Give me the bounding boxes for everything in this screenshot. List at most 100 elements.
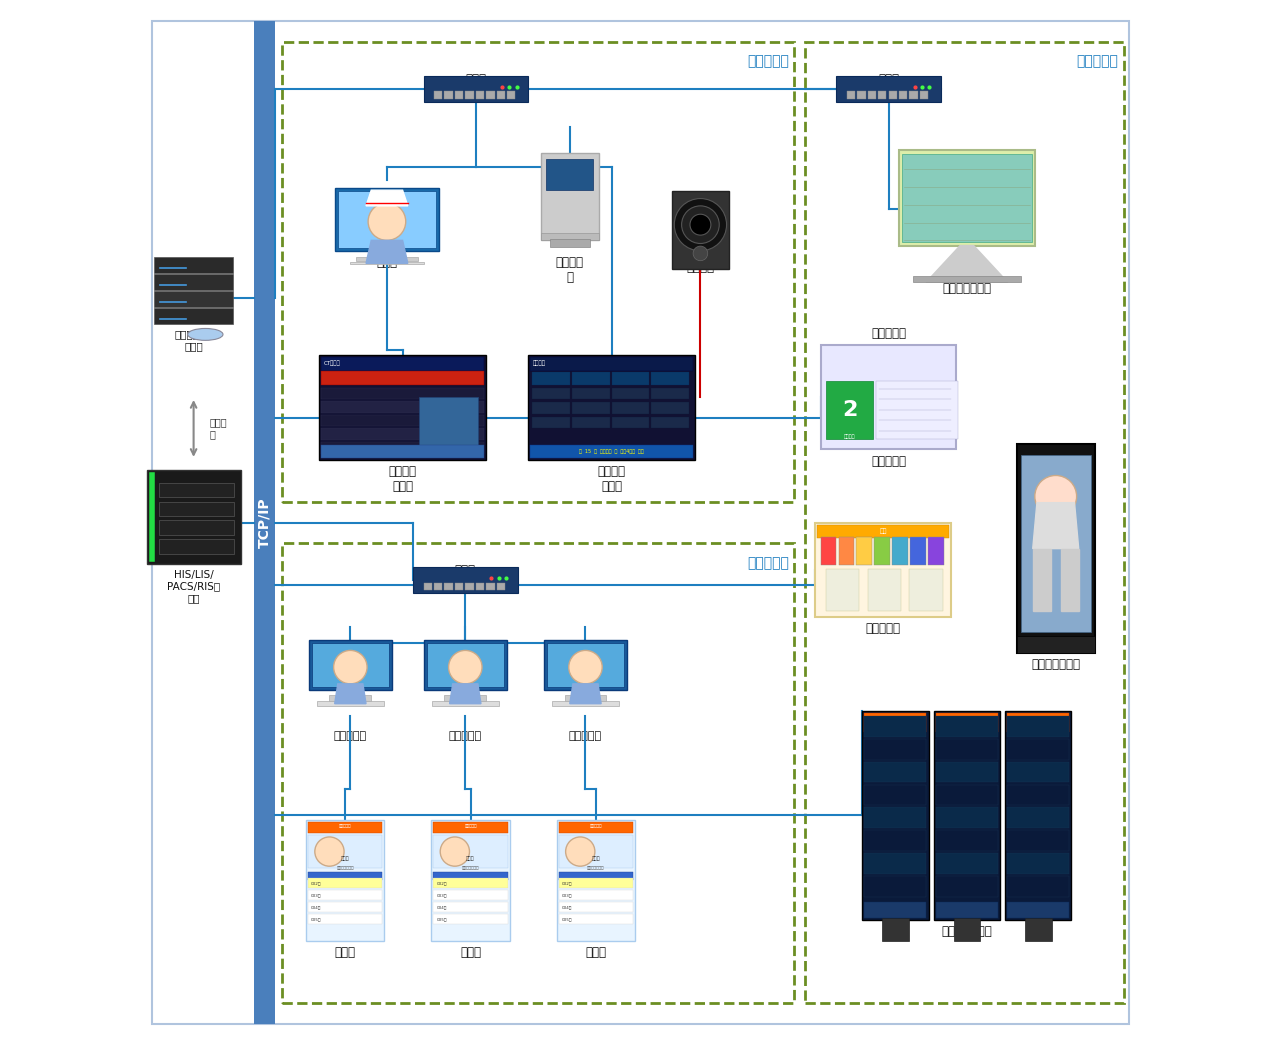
FancyBboxPatch shape <box>1007 713 1069 732</box>
FancyBboxPatch shape <box>546 643 624 687</box>
FancyBboxPatch shape <box>1025 918 1051 940</box>
FancyBboxPatch shape <box>1007 902 1069 918</box>
Text: 窗口一体机: 窗口一体机 <box>872 455 906 467</box>
Text: 005号: 005号 <box>436 916 447 921</box>
Text: 005号: 005号 <box>562 916 572 921</box>
FancyBboxPatch shape <box>611 402 649 414</box>
FancyBboxPatch shape <box>530 445 693 458</box>
Circle shape <box>1035 475 1077 517</box>
FancyBboxPatch shape <box>611 417 649 428</box>
Circle shape <box>682 206 720 243</box>
FancyBboxPatch shape <box>936 876 998 897</box>
FancyBboxPatch shape <box>559 878 632 887</box>
FancyBboxPatch shape <box>309 902 382 911</box>
FancyBboxPatch shape <box>572 372 610 385</box>
FancyBboxPatch shape <box>559 890 632 900</box>
Text: 002号: 002号 <box>562 881 572 885</box>
FancyBboxPatch shape <box>836 76 941 102</box>
Text: 医生排班N连屏: 医生排班N连屏 <box>941 925 992 937</box>
FancyBboxPatch shape <box>434 890 507 900</box>
FancyBboxPatch shape <box>559 822 632 833</box>
FancyBboxPatch shape <box>497 92 505 99</box>
FancyBboxPatch shape <box>476 92 484 99</box>
FancyBboxPatch shape <box>1007 739 1069 760</box>
FancyBboxPatch shape <box>611 388 649 399</box>
FancyBboxPatch shape <box>329 695 371 700</box>
FancyBboxPatch shape <box>899 92 907 99</box>
FancyBboxPatch shape <box>434 92 443 99</box>
FancyBboxPatch shape <box>110 0 1155 1045</box>
FancyBboxPatch shape <box>864 830 926 851</box>
FancyBboxPatch shape <box>147 470 240 564</box>
FancyBboxPatch shape <box>899 150 1035 246</box>
FancyBboxPatch shape <box>912 276 1021 282</box>
FancyBboxPatch shape <box>864 762 926 783</box>
FancyBboxPatch shape <box>321 445 484 458</box>
FancyBboxPatch shape <box>533 388 569 399</box>
FancyBboxPatch shape <box>1007 830 1069 851</box>
Text: 诊室候诊区: 诊室候诊区 <box>748 556 789 570</box>
FancyBboxPatch shape <box>321 415 484 426</box>
Text: 陈梅梅: 陈梅梅 <box>467 857 474 861</box>
FancyBboxPatch shape <box>858 92 865 99</box>
Polygon shape <box>1061 549 1079 611</box>
Polygon shape <box>366 190 407 206</box>
Text: 003号: 003号 <box>562 892 572 897</box>
FancyBboxPatch shape <box>424 76 528 102</box>
FancyBboxPatch shape <box>321 442 484 454</box>
FancyBboxPatch shape <box>254 21 275 1024</box>
FancyBboxPatch shape <box>864 716 926 737</box>
FancyBboxPatch shape <box>528 355 696 460</box>
FancyBboxPatch shape <box>936 853 998 874</box>
Text: 002号: 002号 <box>436 881 447 885</box>
FancyBboxPatch shape <box>920 92 929 99</box>
Text: CT候诊区: CT候诊区 <box>324 361 342 366</box>
Text: 大厅功能区: 大厅功能区 <box>1077 54 1118 68</box>
FancyBboxPatch shape <box>1007 853 1069 874</box>
Bar <box>154 308 233 324</box>
Circle shape <box>689 214 711 235</box>
Text: 科室候诊室: 科室候诊室 <box>589 825 602 829</box>
Circle shape <box>315 837 344 866</box>
Text: 科室候诊区: 科室候诊区 <box>748 54 789 68</box>
Text: 智能导诊一体机: 智能导诊一体机 <box>1031 658 1080 671</box>
FancyBboxPatch shape <box>1007 785 1069 806</box>
FancyBboxPatch shape <box>882 918 908 940</box>
Text: 交换机: 交换机 <box>455 564 476 577</box>
Circle shape <box>440 837 469 866</box>
Text: 诊室屏: 诊室屏 <box>586 946 606 958</box>
FancyBboxPatch shape <box>864 876 926 897</box>
FancyBboxPatch shape <box>552 701 619 706</box>
Text: 窗口一体机: 窗口一体机 <box>872 327 906 340</box>
FancyBboxPatch shape <box>309 878 382 887</box>
Text: HIS/LIS/
PACS/RIS服
务器: HIS/LIS/ PACS/RIS服 务器 <box>167 570 220 603</box>
FancyBboxPatch shape <box>651 388 689 399</box>
FancyBboxPatch shape <box>910 92 918 99</box>
FancyBboxPatch shape <box>559 872 632 880</box>
FancyBboxPatch shape <box>557 820 635 940</box>
FancyBboxPatch shape <box>434 902 507 911</box>
Text: 003号: 003号 <box>436 892 447 897</box>
FancyBboxPatch shape <box>533 402 569 414</box>
FancyBboxPatch shape <box>1021 455 1090 632</box>
Text: 陈梅梅: 陈梅梅 <box>592 857 600 861</box>
Text: 2: 2 <box>842 400 858 420</box>
Text: 已完成人才学院: 已完成人才学院 <box>462 866 479 870</box>
FancyBboxPatch shape <box>934 711 1001 920</box>
Text: 交换机: 交换机 <box>466 73 486 86</box>
FancyBboxPatch shape <box>1007 716 1069 737</box>
FancyBboxPatch shape <box>476 583 484 589</box>
FancyBboxPatch shape <box>321 371 484 385</box>
FancyBboxPatch shape <box>424 640 507 690</box>
Text: 科室候诊室: 科室候诊室 <box>464 825 477 829</box>
FancyBboxPatch shape <box>486 92 495 99</box>
Text: 医生呼叫站: 医生呼叫站 <box>449 732 482 742</box>
Text: 004号: 004号 <box>311 905 321 909</box>
Polygon shape <box>366 240 407 263</box>
Bar <box>154 292 233 307</box>
Text: 002号: 002号 <box>311 881 321 885</box>
FancyBboxPatch shape <box>419 397 478 455</box>
FancyBboxPatch shape <box>564 695 606 700</box>
FancyBboxPatch shape <box>910 570 942 611</box>
Polygon shape <box>926 246 1008 282</box>
